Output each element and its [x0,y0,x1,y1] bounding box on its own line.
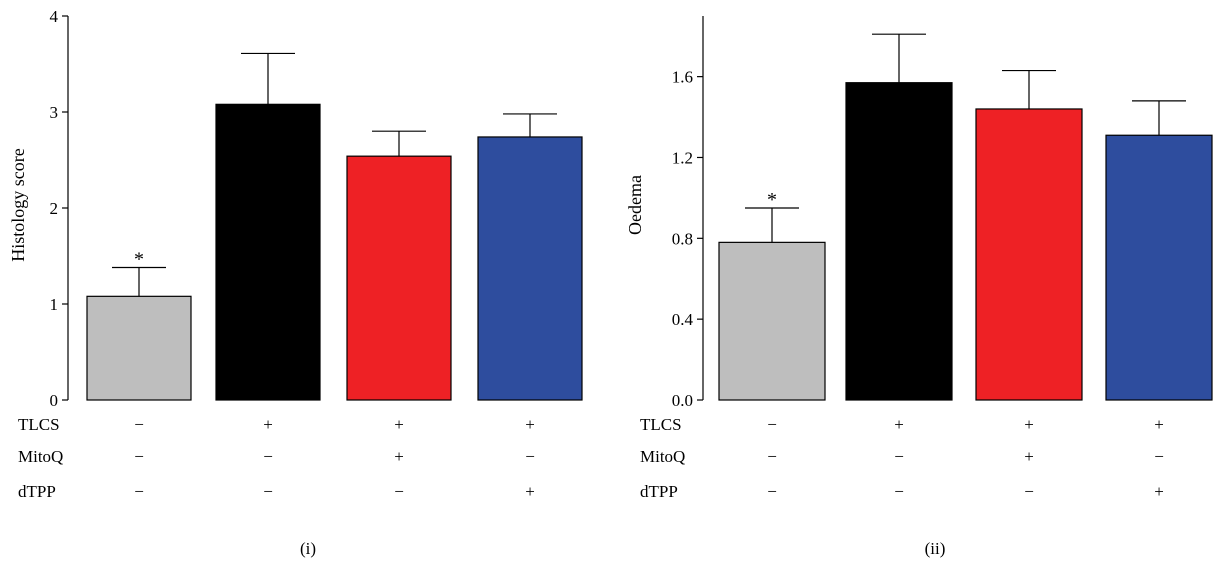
y-tick-label: 0 [50,391,59,410]
factor-sign: − [263,447,273,466]
factor-sign: − [263,482,273,501]
panel-label: (i) [300,539,316,558]
factor-label: TLCS [640,415,682,434]
factor-sign: − [525,447,535,466]
factor-sign: + [263,415,273,434]
factor-sign: − [767,482,777,501]
factor-sign: − [134,447,144,466]
factor-sign: + [1024,415,1034,434]
factor-sign: − [894,447,904,466]
bar [1105,134,1213,401]
bar [86,295,192,401]
y-tick-label: 0.8 [672,229,693,248]
factor-sign: − [894,482,904,501]
factor-sign: − [134,415,144,434]
y-tick-label: 3 [50,103,59,122]
y-tick-label: 0.0 [672,391,693,410]
y-tick-label: 1 [50,295,59,314]
chart-panel-2: 0.0 0.4 0.8 1.2 1.6 Oedema * TLCS − + + + MitoQ − − + − d… [625,16,1213,558]
factor-sign: − [134,482,144,501]
factor-sign: − [1024,482,1034,501]
factor-label: MitoQ [640,447,685,466]
bar [975,108,1083,401]
y-axis-label: Histology score [8,148,28,261]
bar [346,155,452,401]
factor-sign: + [1024,447,1034,466]
factor-sign: + [894,415,904,434]
y-axis-label: Oedema [625,175,645,235]
bar [477,136,583,401]
factor-sign: + [525,482,535,501]
factor-sign: − [394,482,404,501]
factor-label: TLCS [18,415,60,434]
factor-sign: − [767,447,777,466]
panel-label: (ii) [925,539,946,558]
significance-star: * [134,249,144,271]
factor-sign: + [1154,415,1164,434]
bar [718,241,826,401]
y-tick-label: 0.4 [672,310,694,329]
factor-sign: + [394,447,404,466]
factor-sign: − [767,415,777,434]
factor-sign: + [1154,482,1164,501]
factor-sign: + [394,415,404,434]
factor-label: dTPP [18,482,56,501]
factor-label: dTPP [640,482,678,501]
y-tick-label: 1.2 [672,148,693,167]
y-tick-label: 1.6 [672,68,693,87]
significance-star: * [767,189,777,211]
factor-label: MitoQ [18,447,63,466]
factor-sign: + [525,415,535,434]
chart-panel-1: 0 1 2 3 4 Histology score * TLCS − + + + MitoQ − − + − dT… [8,7,583,558]
bar [845,82,953,401]
bar [215,103,321,401]
y-tick-label: 4 [50,7,59,26]
y-tick-label: 2 [50,199,59,218]
factor-sign: − [1154,447,1164,466]
